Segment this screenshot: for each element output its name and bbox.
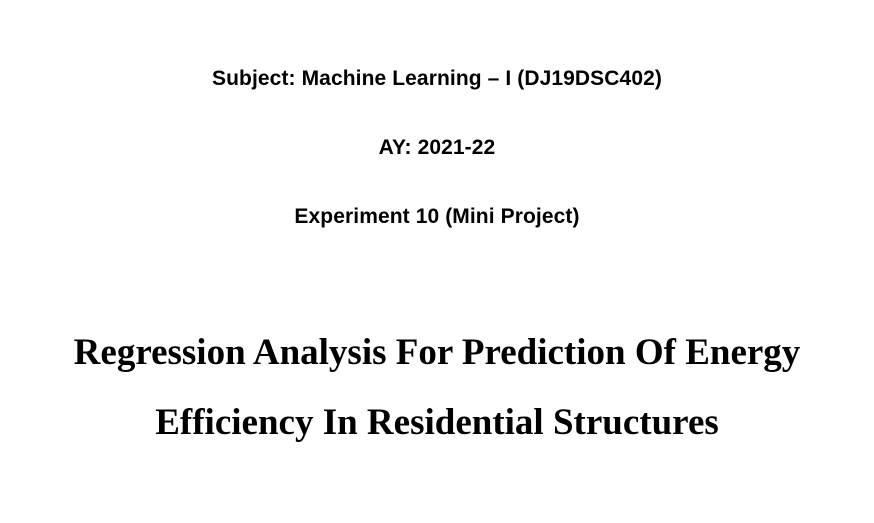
document-title-line-2: Efficiency In Residential Structures (155, 402, 719, 443)
experiment-line: Experiment 10 (Mini Project) (294, 205, 580, 228)
document-title-line-1: Regression Analysis For Prediction Of En… (73, 332, 801, 373)
academic-year-line: AY: 2021-22 (378, 136, 496, 159)
subject-line: Subject: Machine Learning – I (DJ19DSC40… (212, 67, 662, 90)
